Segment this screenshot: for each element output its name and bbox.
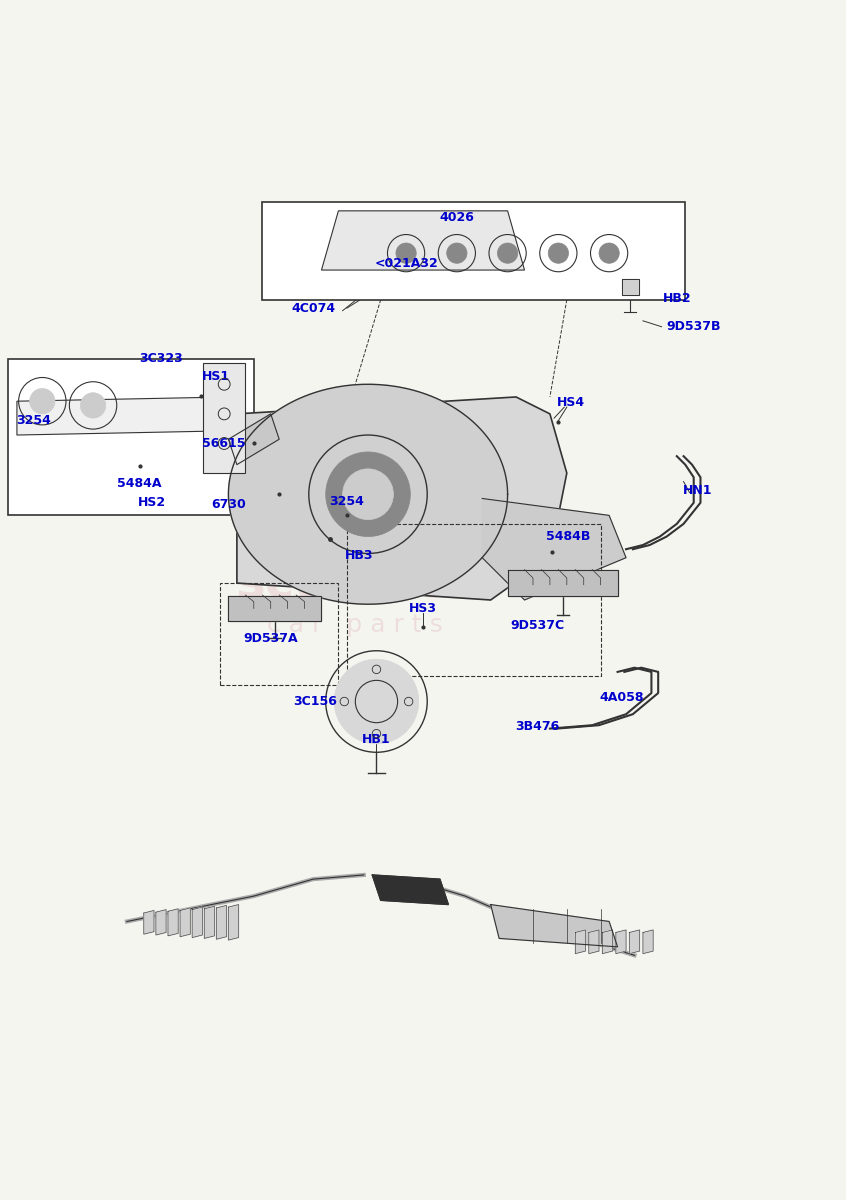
- Bar: [8, 359, 254, 516]
- Bar: [262, 203, 685, 300]
- Polygon shape: [589, 930, 599, 954]
- Text: 3C323: 3C323: [139, 353, 183, 365]
- Circle shape: [30, 389, 55, 414]
- Polygon shape: [228, 905, 239, 940]
- Polygon shape: [602, 930, 613, 954]
- Polygon shape: [228, 595, 321, 622]
- Text: 4026: 4026: [439, 211, 475, 224]
- Polygon shape: [491, 905, 618, 947]
- Polygon shape: [168, 908, 179, 936]
- Bar: [220, 583, 338, 684]
- Polygon shape: [482, 498, 626, 600]
- Circle shape: [326, 452, 410, 536]
- Polygon shape: [17, 397, 228, 436]
- Circle shape: [548, 242, 569, 263]
- Circle shape: [80, 392, 106, 418]
- Text: 5484A: 5484A: [118, 476, 162, 490]
- Text: 6730: 6730: [211, 498, 246, 511]
- Polygon shape: [629, 930, 640, 954]
- Circle shape: [497, 242, 518, 263]
- Text: 3B476: 3B476: [515, 720, 559, 733]
- Text: 3C156: 3C156: [293, 695, 337, 708]
- Text: HB1: HB1: [362, 733, 391, 746]
- Text: HN1: HN1: [684, 484, 712, 497]
- Polygon shape: [643, 930, 653, 954]
- Polygon shape: [616, 930, 626, 954]
- Text: HS2: HS2: [138, 497, 167, 509]
- Text: 3254: 3254: [16, 414, 52, 427]
- Text: scudaria: scudaria: [235, 559, 475, 607]
- Circle shape: [396, 242, 416, 263]
- Text: HB2: HB2: [662, 293, 691, 305]
- Text: HS4: HS4: [557, 396, 585, 409]
- Text: 3254: 3254: [329, 496, 365, 509]
- Text: 9D537B: 9D537B: [667, 320, 721, 334]
- Circle shape: [447, 242, 467, 263]
- Text: 9D537C: 9D537C: [510, 619, 564, 632]
- Polygon shape: [237, 397, 567, 600]
- Polygon shape: [575, 930, 585, 954]
- Text: 9D537A: 9D537A: [244, 631, 298, 644]
- Text: HB3: HB3: [345, 548, 374, 562]
- Circle shape: [343, 469, 393, 520]
- Text: 4A058: 4A058: [600, 691, 644, 703]
- Polygon shape: [217, 906, 227, 940]
- Bar: [347, 524, 601, 676]
- Text: HS3: HS3: [409, 602, 437, 614]
- Polygon shape: [508, 570, 618, 595]
- Circle shape: [334, 659, 419, 744]
- Polygon shape: [156, 910, 166, 935]
- Polygon shape: [204, 906, 214, 938]
- Text: <021A32: <021A32: [374, 257, 438, 270]
- Circle shape: [599, 242, 619, 263]
- Text: 4C074: 4C074: [291, 301, 335, 314]
- Text: 5484B: 5484B: [547, 530, 591, 544]
- Polygon shape: [622, 278, 639, 295]
- Polygon shape: [228, 414, 279, 464]
- Polygon shape: [228, 384, 508, 605]
- Polygon shape: [192, 907, 202, 937]
- Polygon shape: [180, 908, 190, 937]
- Polygon shape: [321, 211, 525, 270]
- Polygon shape: [372, 875, 448, 905]
- Polygon shape: [144, 911, 154, 934]
- Polygon shape: [203, 364, 245, 473]
- Text: HS1: HS1: [201, 370, 230, 383]
- Text: 56615: 56615: [202, 437, 246, 450]
- Text: c a r   p a r t s: c a r p a r t s: [267, 613, 443, 637]
